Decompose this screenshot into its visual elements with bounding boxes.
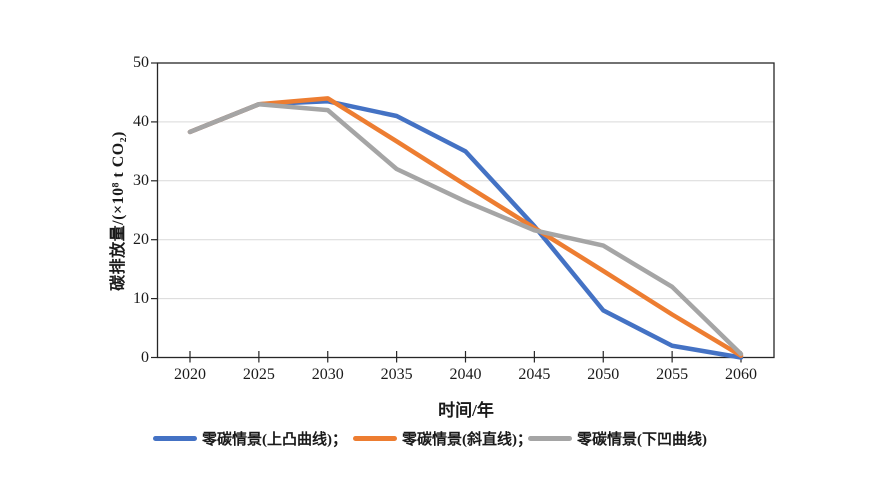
x-tick-label: 2055 — [656, 366, 689, 383]
legend-item-concave: 零碳情景(下凹曲线) — [528, 428, 707, 448]
x-axis-title: 时间/年 — [438, 401, 494, 420]
y-tick-label: 20 — [133, 230, 149, 248]
legend-swatch-orange-line-icon — [353, 435, 397, 441]
y-tick-label: 10 — [133, 289, 149, 307]
legend: 零碳情景(上凸曲线)； 零碳情景(斜直线)； 零碳情景(下凹曲线) — [0, 428, 879, 452]
x-tick-label: 2035 — [380, 366, 413, 383]
legend-swatch-gray-line-icon — [528, 435, 572, 441]
legend-swatch-blue-line-icon — [153, 435, 197, 441]
x-tick-label: 2045 — [518, 366, 551, 383]
y-tick-label: 40 — [133, 112, 149, 130]
x-tick-label: 2060 — [725, 366, 757, 383]
y-tick-label: 30 — [133, 171, 149, 189]
legend-label-convex: 零碳情景(上凸曲线)； — [202, 431, 347, 448]
y-tick-label: 50 — [133, 54, 149, 71]
x-tick-label: 2040 — [449, 366, 482, 383]
legend-label-concave: 零碳情景(下凹曲线) — [577, 431, 707, 448]
legend-label-straight: 零碳情景(斜直线)； — [402, 431, 532, 448]
legend-item-convex: 零碳情景(上凸曲线)； — [153, 428, 347, 448]
x-tick-label: 2020 — [174, 366, 206, 383]
y-tick-label: 0 — [141, 348, 149, 366]
legend-item-straight: 零碳情景(斜直线)； — [353, 428, 532, 448]
x-tick-label: 2050 — [587, 366, 620, 383]
x-tick-label: 2030 — [311, 366, 344, 383]
x-tick-label: 2025 — [242, 366, 275, 383]
